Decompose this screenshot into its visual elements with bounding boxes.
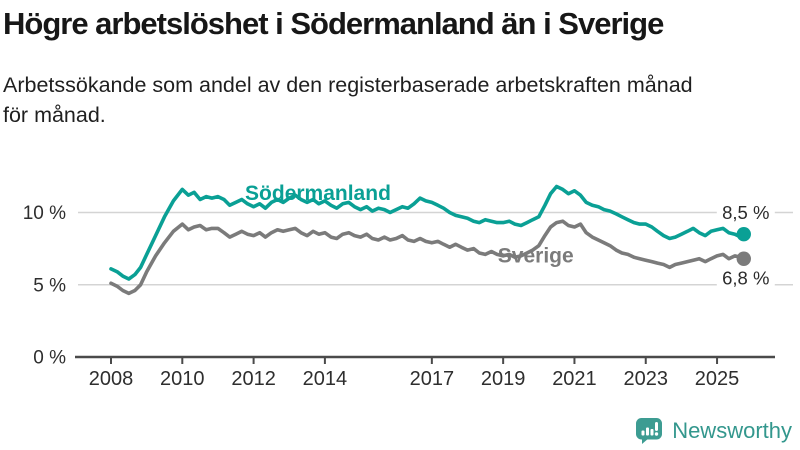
chart-title: Högre arbetslöshet i Södermanland än i S… [3, 6, 664, 41]
x-tick-label: 2025 [695, 368, 740, 390]
chart-subtitle: Arbetssökande som andel av den registerb… [3, 70, 800, 130]
end-label-backdrop-s-dermanland [716, 203, 775, 224]
x-tick-label: 2023 [624, 368, 669, 390]
y-tick-label: 0 % [33, 348, 66, 369]
x-tick-label: 2012 [231, 368, 276, 390]
y-tick-label: 5 % [33, 275, 66, 296]
x-tick-label: 2017 [410, 368, 455, 390]
series-label-sverige: Sverige [498, 244, 574, 267]
x-tick-label: 2014 [303, 368, 348, 390]
series-end-dot-s-dermanland [736, 226, 751, 242]
y-tick-label: 10 % [23, 203, 66, 224]
series-line-s-dermanland [109, 184, 746, 281]
subtitle-line-1: Arbetssökande som andel av den registerb… [3, 73, 693, 98]
end-value-label-sverige: 6,8 % [722, 268, 769, 289]
series-end-dot-sverige [736, 251, 751, 266]
series-line-sverige [109, 219, 746, 296]
x-tick-label: 2019 [481, 368, 526, 390]
newsworthy-logo[interactable]: Newsworthy [635, 417, 792, 445]
brand-name: Newsworthy [672, 418, 792, 443]
subtitle-line-2: för månad. [3, 103, 106, 128]
bar-chart-speech-bubble-icon [636, 418, 663, 444]
x-tick-label: 2010 [160, 368, 205, 390]
x-tick-label: 2021 [552, 368, 597, 390]
x-tick-label: 2008 [89, 368, 134, 390]
end-label-backdrop-sverige [716, 269, 775, 290]
series-label-s-dermanland: Södermanland [245, 182, 391, 205]
end-value-label-s-dermanland: 8,5 % [722, 202, 769, 223]
